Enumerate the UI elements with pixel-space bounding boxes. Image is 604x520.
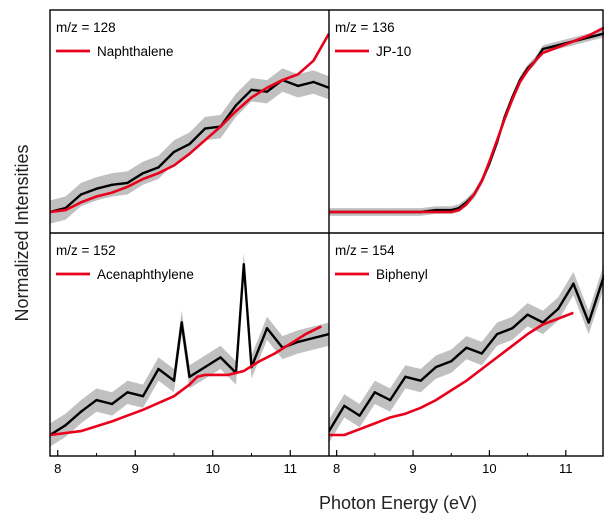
panel-1: m/z = 128 Naphthalene (50, 20, 329, 224)
uncertainty-band (329, 29, 604, 216)
experiment-point (172, 379, 176, 382)
experiment-point (388, 398, 392, 402)
experiment-point (188, 375, 191, 378)
plot-area (329, 26, 604, 216)
experiment-point (358, 414, 361, 417)
experiment-point (265, 90, 269, 93)
experiment-point (141, 172, 145, 175)
uncertainty-band (329, 264, 604, 443)
experiment-point (480, 352, 483, 355)
experiment-point (296, 340, 300, 344)
experiment-point (234, 104, 238, 107)
legend-label: Naphthalene (97, 44, 174, 59)
experiment-point (219, 356, 222, 359)
reference-line (50, 325, 322, 437)
experiment-point (404, 375, 407, 378)
experiment-point (157, 367, 160, 371)
experiment-point (242, 263, 245, 266)
legend-label: JP-10 (376, 44, 411, 59)
reference-line (329, 311, 574, 437)
experiment-point (203, 365, 207, 369)
experiment-point (250, 88, 253, 92)
experiment-point (465, 346, 468, 349)
experiment-point (541, 47, 545, 51)
experiment-point (296, 84, 300, 88)
plot-area (329, 264, 604, 443)
x-tick-label: 8 (54, 461, 61, 476)
experiment-point (557, 307, 560, 311)
uncertainty-band (50, 68, 329, 224)
experiment-point (64, 424, 67, 427)
experiment-point (126, 181, 129, 185)
mz-label: m/z = 154 (335, 243, 395, 258)
experiment-point (265, 327, 269, 330)
experiment-point (312, 80, 315, 84)
experiment-point (587, 321, 590, 324)
x-tick-label: 8 (333, 461, 340, 476)
x-tick-label: 10 (482, 461, 496, 476)
mz-label: m/z = 136 (335, 20, 395, 35)
mz-label: m/z = 152 (56, 243, 116, 258)
axes-frame (49, 9, 604, 457)
experiment-point (203, 127, 207, 130)
legend-label: Acenaphthylene (97, 267, 194, 282)
x-axis-title: Photon Energy (eV) (319, 493, 477, 513)
experiment-point (312, 336, 315, 340)
experiment-point (495, 332, 499, 336)
panel-4: m/z = 154 Biphenyl (329, 243, 604, 443)
mz-label: m/z = 128 (56, 20, 116, 35)
experiment-point (95, 398, 98, 402)
experiment-point (110, 183, 114, 186)
experiment-point (434, 365, 438, 369)
experiment-point (373, 391, 376, 394)
experiment-point (110, 402, 114, 406)
x-tick-label: 10 (206, 461, 220, 476)
reference-line (329, 26, 604, 214)
panel-3: m/z = 152 Acenaphthylene (50, 243, 329, 447)
x-tick-label: 9 (132, 461, 139, 476)
experiment-point (180, 321, 183, 324)
experiment-point (188, 142, 191, 146)
experiment-point (157, 166, 160, 169)
x-tick-label: 11 (284, 461, 298, 476)
reference-line (50, 32, 329, 214)
x-tick-label: 9 (409, 461, 416, 476)
y-axis-title: Normalized Intensities (12, 144, 32, 321)
plot-area (50, 252, 329, 447)
experiment-point (572, 282, 575, 285)
experiment-point (95, 187, 98, 190)
experiment-point (79, 410, 83, 413)
experiment-point (526, 313, 529, 316)
experiment-point (141, 395, 145, 398)
experiment-point (126, 391, 129, 394)
experiment-point (79, 193, 83, 196)
panel-2: m/z = 136 JP-10 (329, 20, 604, 216)
experiment-point (172, 150, 176, 154)
experiment-point (419, 379, 422, 382)
experiment-point (511, 327, 514, 330)
legend-label: Biphenyl (376, 267, 428, 282)
experiment-point (343, 404, 346, 408)
experiment-line (329, 32, 604, 214)
x-axis: 8 9 10 11 8 9 10 11 (54, 450, 573, 476)
experiment-point (450, 360, 453, 363)
x-tick-label: 11 (559, 461, 573, 476)
plot-area (50, 32, 329, 224)
